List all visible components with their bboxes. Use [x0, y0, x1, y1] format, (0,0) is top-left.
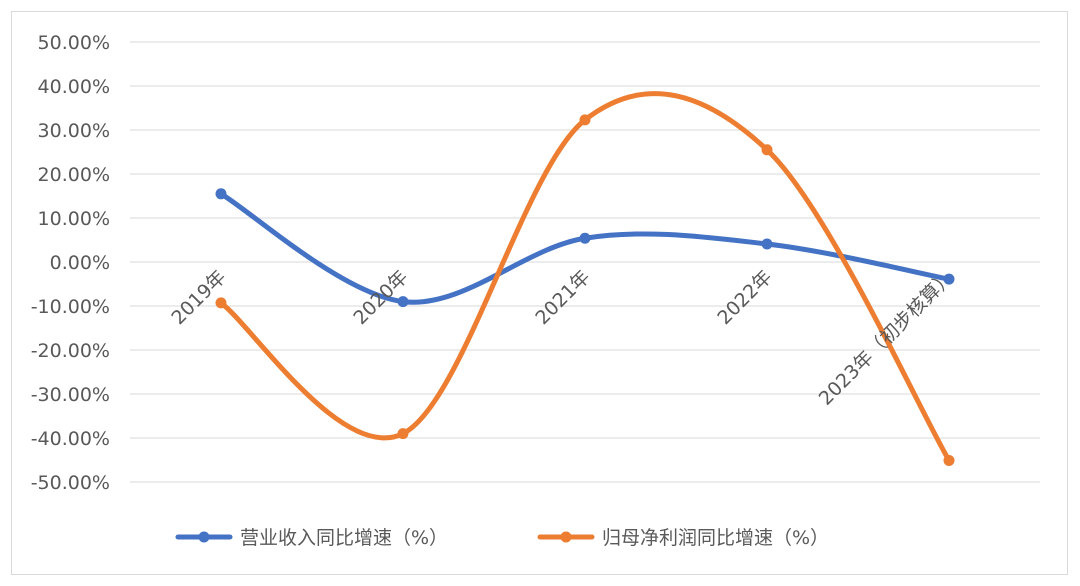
y-tick-label: -10.00%	[31, 296, 110, 318]
x-tick-label: 2021年	[531, 266, 594, 329]
data-point	[397, 296, 409, 308]
data-point	[397, 428, 409, 440]
legend-marker	[560, 531, 572, 543]
data-point	[943, 273, 955, 285]
legend-marker	[198, 531, 210, 543]
data-point	[215, 188, 227, 200]
y-tick-label: -30.00%	[31, 384, 110, 406]
x-axis-tick-labels: 2019年 2020年 2021年 2022年 2023年（初步核算）	[167, 266, 958, 410]
y-tick-label: 20.00%	[38, 164, 110, 186]
series-lines	[215, 91, 955, 466]
y-tick-label: 10.00%	[38, 208, 110, 230]
data-point	[761, 238, 773, 250]
data-point	[761, 144, 773, 156]
series-1	[215, 188, 955, 308]
data-point	[215, 297, 227, 309]
y-tick-label: 30.00%	[38, 120, 110, 142]
legend-item: 营业收入同比增速（%）	[175, 527, 448, 549]
x-tick-label: 2022年	[713, 266, 776, 329]
x-tick-label: 2023年（初步核算）	[815, 266, 959, 410]
y-tick-label: 0.00%	[50, 252, 110, 274]
series-2	[215, 91, 955, 466]
y-tick-label: -20.00%	[31, 340, 110, 362]
gridlines	[130, 41, 1040, 483]
legend-label: 归母净利润同比增速（%）	[602, 527, 829, 549]
y-tick-label: -50.00%	[31, 472, 110, 494]
data-point	[579, 232, 591, 244]
y-axis-tick-labels: 50.00% 40.00% 30.00% 20.00% 10.00% 0.00% -10.0…	[31, 32, 110, 494]
y-tick-label: 50.00%	[38, 32, 110, 54]
y-tick-label: -40.00%	[31, 428, 110, 450]
data-point	[579, 114, 591, 126]
legend-item: 归母净利润同比增速（%）	[537, 527, 829, 549]
legend-label: 营业收入同比增速（%）	[240, 527, 448, 549]
legend: 营业收入同比增速（%） 归母净利润同比增速（%）	[175, 527, 829, 549]
y-tick-label: 40.00%	[38, 76, 110, 98]
chart-frame	[11, 11, 1068, 575]
data-point	[943, 454, 955, 466]
